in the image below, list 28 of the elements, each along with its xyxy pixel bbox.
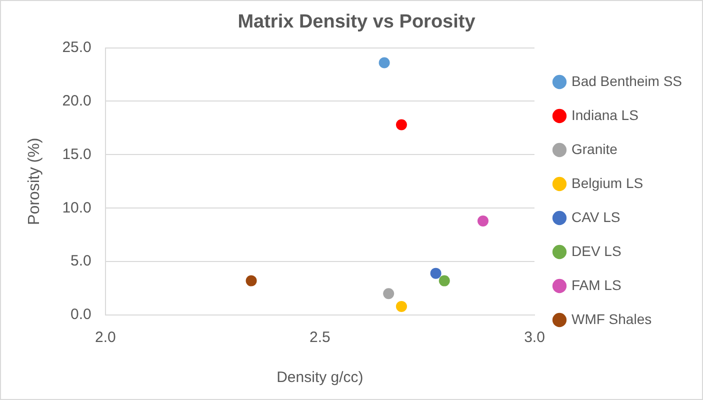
legend-label: DEV LS <box>571 242 622 259</box>
y-tick-label: 15.0 <box>62 146 92 163</box>
point <box>378 57 390 68</box>
legend-label: CAV LS <box>571 208 620 225</box>
legend-label: Granite <box>571 140 618 157</box>
x-tick-label: 2.5 <box>310 329 330 346</box>
y-tick-label: 0.0 <box>70 306 92 324</box>
y-tick-label: 5.0 <box>70 252 92 270</box>
chart-title: Matrix Density vs Porosity <box>238 12 476 33</box>
legend-label: Belgium LS <box>571 174 644 191</box>
legend-label: Bad Bentheim SS <box>571 72 682 89</box>
point <box>438 275 450 286</box>
point <box>246 275 257 286</box>
point <box>383 288 394 300</box>
x-axis-title: Density g/cc) <box>276 369 364 386</box>
legend-label: FAM LS <box>571 276 622 293</box>
x-tick-label: 2.0 <box>94 329 116 346</box>
y-axis-title: Porosity (%) <box>26 138 44 225</box>
legend-label: Indiana LS <box>571 106 638 123</box>
point <box>396 300 407 312</box>
x-tick-label: 3.0 <box>524 329 545 346</box>
y-tick-label: 25.0 <box>62 38 92 56</box>
point <box>430 268 442 279</box>
legend-label: WMF Shales <box>571 310 652 327</box>
point <box>478 215 488 226</box>
y-tick-label: 10.0 <box>62 199 92 216</box>
point <box>396 119 407 130</box>
y-tick-label: 20.0 <box>62 92 92 110</box>
